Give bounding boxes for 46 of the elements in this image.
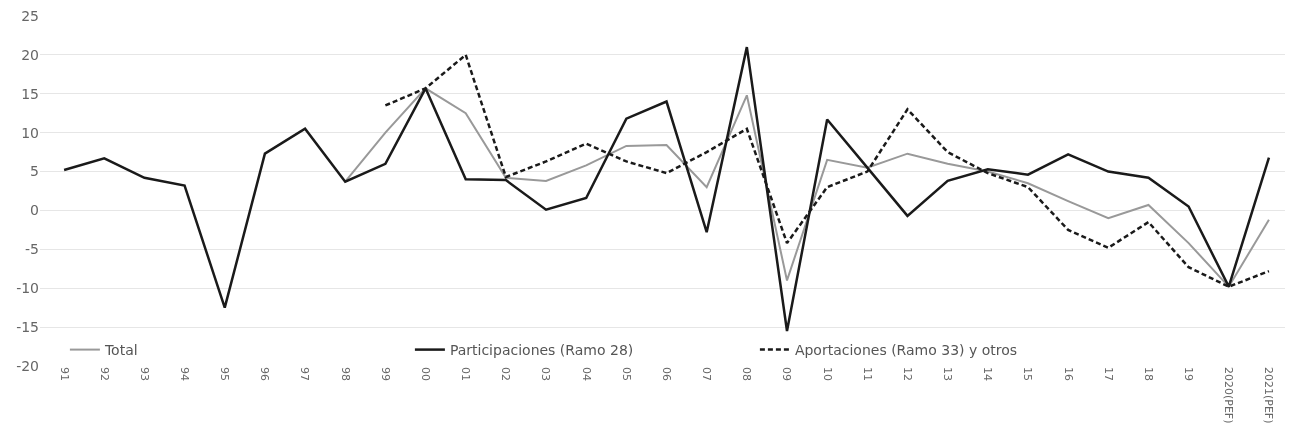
- y-tick-label: 5: [30, 163, 39, 180]
- x-tick-label: 95: [218, 367, 232, 381]
- line-series: [62, 45, 1271, 333]
- x-tick-label: 91: [57, 367, 71, 381]
- x-tick-label: 00: [418, 367, 432, 381]
- x-tick-label: 99: [378, 367, 392, 381]
- x-tick-label: 02: [499, 367, 513, 381]
- y-tick-label: -20: [16, 357, 39, 374]
- y-tick-label: -10: [16, 280, 39, 297]
- x-tick-label: 94: [178, 367, 192, 381]
- x-tick-label: 96: [258, 367, 272, 381]
- x-tick-label: 2020(PEF): [1222, 367, 1236, 424]
- x-tick-label: 17: [1101, 367, 1115, 381]
- x-tick-label: 16: [1061, 367, 1075, 381]
- x-tick-label: 18: [1141, 367, 1155, 381]
- y-tick-label: 20: [21, 46, 39, 63]
- y-tick-label: 15: [21, 85, 39, 102]
- y-tick-label: 10: [21, 124, 39, 141]
- x-tick-label: 2021(PEF): [1262, 367, 1276, 424]
- x-tick-label: 97: [298, 367, 312, 381]
- x-tick-label: 98: [338, 367, 352, 381]
- x-tick-label: 01: [459, 367, 473, 381]
- x-tick-label: 04: [579, 367, 593, 381]
- x-tick-label: 09: [780, 367, 794, 381]
- legend-label: Total: [103, 342, 138, 359]
- y-tick-label: 25: [21, 7, 39, 24]
- x-tick-label: 92: [97, 367, 111, 381]
- x-tick-label: 03: [539, 367, 553, 381]
- x-tick-label: 06: [659, 367, 673, 381]
- line-series: [344, 87, 1270, 288]
- y-tick-label: -5: [25, 241, 39, 258]
- x-tick-label: 19: [1182, 367, 1196, 381]
- x-tick-label: 05: [619, 367, 633, 381]
- x-tick-label: 13: [941, 367, 955, 381]
- x-tick-label: 11: [860, 367, 874, 381]
- y-tick-label: -15: [16, 319, 39, 336]
- x-tick-label: 10: [820, 367, 834, 381]
- legend-label: Aportaciones (Ramo 33) y otros: [794, 342, 1018, 359]
- y-tick-label: 0: [30, 202, 39, 219]
- legend-label: Participaciones (Ramo 28): [449, 342, 634, 359]
- x-tick-label: 08: [740, 367, 754, 381]
- x-tick-label: 93: [137, 367, 151, 381]
- x-tick-label: 12: [900, 367, 914, 381]
- x-tick-label: 07: [700, 367, 714, 381]
- x-tick-label: 15: [1021, 367, 1035, 381]
- x-tick-label: 14: [981, 367, 995, 381]
